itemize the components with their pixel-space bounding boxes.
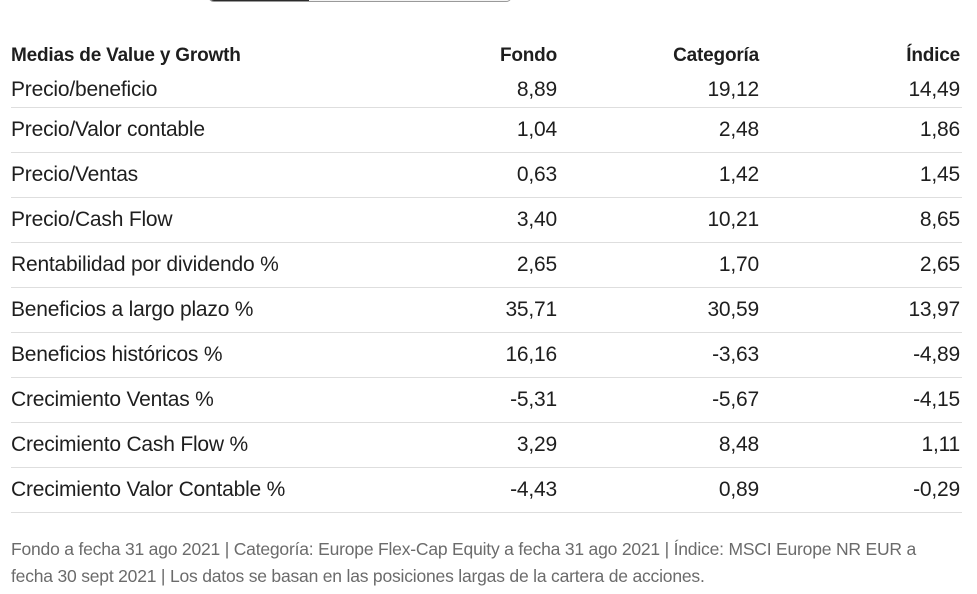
cell-fondo: 35,71 (505, 298, 557, 321)
table-row: Precio/beneficio 8,89 19,12 14,49 (11, 72, 962, 108)
cell-indice: 8,65 (919, 208, 960, 231)
header-label: Medias de Value y Growth (11, 45, 241, 66)
header-categoria: Categoría (673, 45, 759, 66)
cell-indice: -0,29 (913, 478, 960, 501)
table-row: Precio/Ventas 0,63 1,42 1,45 (11, 153, 962, 198)
cell-categoria: 8,48 (718, 433, 759, 456)
row-label: Crecimiento Cash Flow % (11, 433, 248, 456)
table-row: Crecimiento Ventas % -5,31 -5,67 -4,15 (11, 378, 962, 423)
cell-indice: 1,11 (921, 433, 960, 456)
cell-categoria: 30,59 (707, 298, 759, 321)
row-label: Beneficios a largo plazo % (11, 298, 254, 321)
value-growth-table: Medias de Value y Growth Fondo Categoría… (11, 38, 962, 513)
row-label: Precio/Ventas (11, 163, 138, 186)
cell-categoria: -5,67 (712, 388, 759, 411)
cell-fondo: 16,16 (505, 343, 557, 366)
cell-indice: 13,97 (908, 298, 960, 321)
cell-categoria: 1,42 (718, 163, 759, 186)
cell-indice: -4,89 (913, 343, 960, 366)
table-row: Crecimiento Cash Flow % 3,29 8,48 1,11 (11, 423, 962, 468)
cell-indice: -4,15 (913, 388, 960, 411)
row-label: Crecimiento Ventas % (11, 388, 214, 411)
cell-indice: 1,45 (919, 163, 960, 186)
row-label: Precio/Valor contable (11, 118, 205, 141)
view-toggle[interactable] (208, 0, 512, 2)
cell-fondo: 3,29 (516, 433, 557, 456)
cell-categoria: 2,48 (718, 118, 759, 141)
toggle-segment-active[interactable] (209, 0, 309, 1)
row-label: Crecimiento Valor Contable % (11, 478, 286, 501)
cell-categoria: 1,70 (718, 253, 759, 276)
table-header-row: Medias de Value y Growth Fondo Categoría… (11, 38, 962, 72)
header-fondo: Fondo (499, 45, 557, 66)
cell-fondo: 3,40 (516, 208, 557, 231)
row-label: Precio/beneficio (11, 77, 158, 101)
table-row: Precio/Cash Flow 3,40 10,21 8,65 (11, 198, 962, 243)
cell-categoria: 0,89 (718, 478, 759, 501)
cell-indice: 1,86 (919, 118, 960, 141)
cell-categoria: 19,12 (707, 77, 759, 101)
cell-fondo: 8,89 (516, 77, 557, 101)
toggle-segment-inactive[interactable] (309, 0, 511, 1)
cell-fondo: 1,04 (516, 118, 557, 141)
cell-fondo: 2,65 (516, 253, 557, 276)
table-row: Precio/Valor contable 1,04 2,48 1,86 (11, 108, 962, 153)
table-row: Rentabilidad por dividendo % 2,65 1,70 2,65 (11, 243, 962, 288)
cell-categoria: -3,63 (712, 343, 759, 366)
cell-fondo: -4,43 (510, 478, 557, 501)
table-row: Beneficios a largo plazo % 35,71 30,59 13,9… (11, 288, 962, 333)
footnote: Fondo a fecha 31 ago 2021 | Categoría: E… (11, 539, 917, 586)
cell-indice: 14,49 (908, 77, 960, 101)
header-indice: Índice (906, 45, 960, 66)
row-label: Beneficios históricos % (11, 343, 223, 366)
cell-indice: 2,65 (919, 253, 960, 276)
table-row: Crecimiento Valor Contable % -4,43 0,89 -0,… (11, 468, 962, 513)
table-row: Beneficios históricos % 16,16 -3,63 -4,89 (11, 333, 962, 378)
cell-fondo: 0,63 (516, 163, 557, 186)
row-label: Precio/Cash Flow (11, 208, 173, 231)
cell-categoria: 10,21 (707, 208, 759, 231)
row-label: Rentabilidad por dividendo % (11, 253, 279, 276)
cell-fondo: -5,31 (510, 388, 557, 411)
